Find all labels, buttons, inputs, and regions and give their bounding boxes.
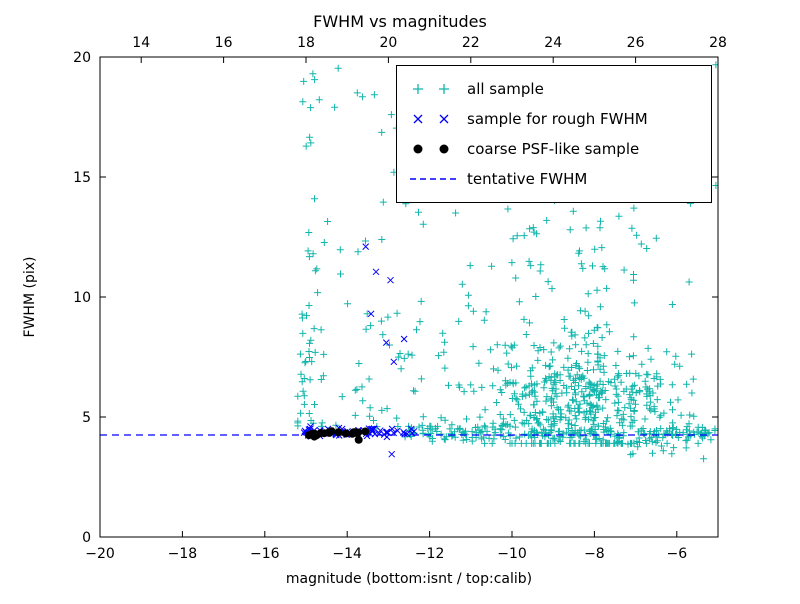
legend-item-tentative-fwhm: tentative FWHM	[407, 164, 701, 194]
series-coarse-psf-sample-point	[312, 431, 321, 440]
y-tick-label: 0	[82, 530, 91, 546]
x-tick-label: −8	[584, 546, 605, 562]
dashed-line-icon	[410, 178, 456, 180]
x-tick-label: −10	[497, 546, 527, 562]
y-axis-label: FWHM (pix)	[22, 257, 38, 338]
legend-item-all-sample: all sample	[407, 74, 701, 104]
legend-item-rough-fwhm: sample for rough FWHM	[407, 104, 701, 134]
legend-label: sample for rough FWHM	[467, 110, 648, 128]
y-tick-label: 10	[73, 290, 91, 306]
top-tick-label: 16	[215, 35, 233, 51]
top-tick-label: 24	[544, 35, 562, 51]
plot-axes: −20 −18 −16 −14 −12 −10 −8 −6 14 16 18 20 22 24 26 28 0 5…	[73, 35, 727, 562]
x-tick-label: −12	[415, 546, 445, 562]
series-coarse-psf-sample-point	[334, 428, 343, 437]
x-tick-label: −14	[332, 546, 362, 562]
x-marker-glyph	[413, 114, 449, 124]
chart-title: FWHM vs magnitudes	[313, 12, 487, 31]
y-tick-label: 20	[73, 50, 91, 66]
x-tick-label: −16	[250, 546, 280, 562]
series-coarse-psf-sample-point	[354, 435, 363, 444]
x-marker-icon	[413, 114, 449, 124]
legend-item-coarse-psf: coarse PSF-like sample	[407, 134, 701, 164]
series-coarse-psf-sample-point	[324, 428, 333, 437]
x-tick-label: −6	[666, 546, 687, 562]
dot-marker-glyph	[439, 144, 449, 154]
top-tick-label: 14	[132, 35, 150, 51]
y-tick-label: 15	[73, 170, 91, 186]
series-coarse-psf-sample-point	[351, 428, 359, 437]
x-axis-label: magnitude (bottom:isnt / top:calib)	[286, 571, 532, 587]
top-tick-label: 18	[297, 35, 315, 51]
legend-label: tentative FWHM	[467, 170, 588, 188]
top-tick-label: 26	[627, 35, 645, 51]
legend: all sample sample for rough FWHM coarse …	[396, 65, 712, 203]
y-tick-label: 5	[82, 410, 91, 426]
x-tick-label: −20	[85, 546, 115, 562]
series-coarse-psf-sample-point	[361, 427, 370, 436]
plus-marker-glyph	[413, 84, 449, 94]
legend-label: coarse PSF-like sample	[467, 140, 640, 158]
series-coarse-psf-sample-point	[341, 429, 350, 438]
top-tick-label: 20	[379, 35, 397, 51]
x-tick-label: −18	[168, 546, 198, 562]
dot-marker-icon	[413, 144, 449, 154]
legend-label: all sample	[467, 80, 544, 98]
top-tick-label: 28	[709, 35, 727, 51]
top-tick-label: 22	[462, 35, 480, 51]
plus-marker-icon	[413, 84, 449, 94]
dot-marker-glyph	[413, 144, 423, 154]
